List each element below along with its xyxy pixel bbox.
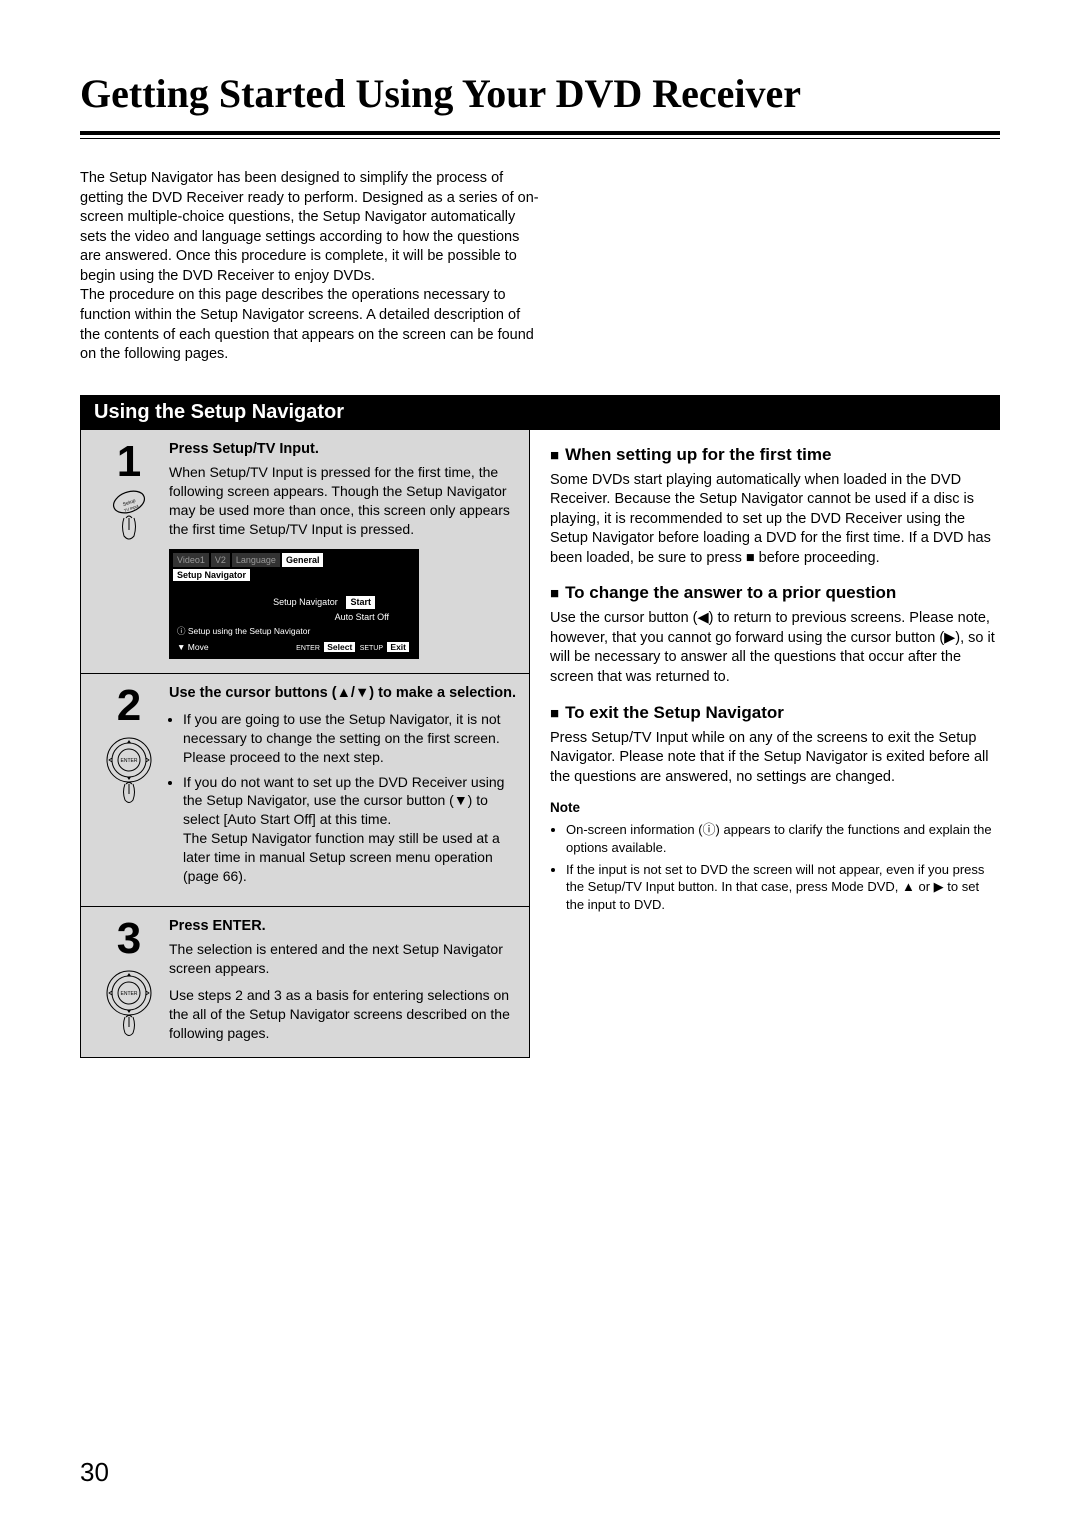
- step-2-bullet-2: If you do not want to set up the DVD Rec…: [183, 773, 521, 886]
- subhead-change-answer: To change the answer to a prior question: [550, 582, 1000, 605]
- step-3: 3 ENTER: [81, 907, 529, 1057]
- first-time-paragraph: Some DVDs start playing automatically wh…: [550, 471, 1000, 569]
- step-3-body: The selection is entered and the next Se…: [169, 940, 521, 978]
- screen-option-start: Start: [346, 596, 375, 608]
- screen-tab-video1: Video1: [173, 553, 209, 567]
- step-3-heading: Press ENTER.: [169, 917, 521, 937]
- step-1: 1 Setup TV Input Press Setup/TV Input. W…: [81, 430, 529, 675]
- screen-info-text: Setup using the Setup Navigator: [188, 626, 310, 636]
- footer-setup-label: SETUP: [360, 645, 383, 652]
- note-list: On-screen information (ⓘ) appears to cla…: [566, 821, 1000, 913]
- intro-paragraph: The Setup Navigator has been designed to…: [80, 169, 540, 365]
- step-2-bullets: If you are going to use the Setup Naviga…: [183, 710, 521, 886]
- subhead-first-time: When setting up for the first time: [550, 444, 1000, 467]
- enter-dpad-icon: ENTER: [98, 967, 160, 1039]
- screen-tab-general: General: [282, 553, 324, 567]
- screen-tab-language: Language: [232, 553, 280, 567]
- screen-side-label: Setup Navigator: [173, 569, 250, 581]
- move-down-icon: ▼: [177, 642, 185, 652]
- screen-option-auto-off: Auto Start Off: [335, 612, 389, 622]
- onscreen-menu-mock: Video1 V2 Language General Setup Navigat…: [169, 549, 419, 660]
- enter-dpad-icon: ENTER: [98, 734, 160, 806]
- step-2: 2 ENTER: [81, 674, 529, 907]
- step-2-bullet-1: If you are going to use the Setup Naviga…: [183, 710, 521, 767]
- subhead-exit-navigator: To exit the Setup Navigator: [550, 702, 1000, 725]
- steps-panel: 1 Setup TV Input Press Setup/TV Input. W…: [80, 430, 530, 1058]
- step-1-heading: Press Setup/TV Input.: [169, 440, 521, 460]
- screen-tab-v2: V2: [211, 553, 230, 567]
- info-icon: ⓘ: [177, 626, 186, 636]
- step-2-heading: Use the cursor buttons (▲/▼) to make a s…: [169, 684, 521, 704]
- note-label: Note: [550, 799, 1000, 817]
- title-rule: [80, 131, 1000, 139]
- screen-footer: ▼ Move ENTER Select SETUP Exit: [173, 640, 415, 655]
- step-1-body: When Setup/TV Input is pressed for the f…: [169, 463, 521, 539]
- page-title: Getting Started Using Your DVD Receiver: [80, 70, 1000, 117]
- step-number: 2: [117, 684, 141, 728]
- setup-tv-input-button-icon: Setup TV Input: [104, 490, 154, 545]
- svg-text:ENTER: ENTER: [121, 758, 138, 764]
- svg-text:ENTER: ENTER: [121, 991, 138, 997]
- screen-row-label: Setup Navigator: [273, 597, 338, 607]
- page-number: 30: [80, 1457, 109, 1488]
- step-number: 3: [117, 917, 141, 961]
- change-answer-paragraph: Use the cursor button (◀) to return to p…: [550, 609, 1000, 687]
- step-number: 1: [117, 440, 141, 484]
- footer-select-label: Select: [324, 642, 355, 652]
- footer-exit-label: Exit: [387, 642, 409, 652]
- note-item-2: If the input is not set to DVD the scree…: [566, 861, 1000, 914]
- footer-move-label: Move: [188, 642, 209, 652]
- step-3-body-2: Use steps 2 and 3 as a basis for enterin…: [169, 986, 521, 1043]
- footer-enter-label: ENTER: [296, 645, 320, 652]
- right-column: When setting up for the first time Some …: [550, 430, 1000, 1058]
- exit-navigator-paragraph: Press Setup/TV Input while on any of the…: [550, 729, 1000, 788]
- section-heading-bar: Using the Setup Navigator: [80, 395, 1000, 430]
- note-item-1: On-screen information (ⓘ) appears to cla…: [566, 821, 1000, 856]
